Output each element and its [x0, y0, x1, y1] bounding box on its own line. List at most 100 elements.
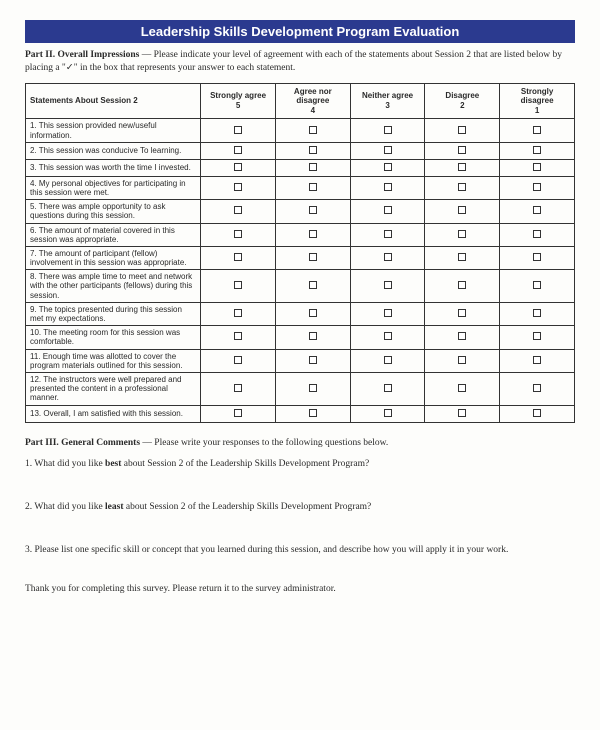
checkbox-cell[interactable] — [275, 142, 350, 159]
checkbox-icon[interactable] — [458, 206, 466, 214]
checkbox-icon[interactable] — [234, 163, 242, 171]
checkbox-cell[interactable] — [350, 349, 425, 372]
checkbox-icon[interactable] — [533, 230, 541, 238]
checkbox-cell[interactable] — [425, 119, 500, 142]
checkbox-cell[interactable] — [350, 200, 425, 223]
checkbox-cell[interactable] — [350, 302, 425, 325]
checkbox-icon[interactable] — [458, 384, 466, 392]
checkbox-cell[interactable] — [275, 246, 350, 269]
checkbox-cell[interactable] — [275, 326, 350, 349]
checkbox-cell[interactable] — [425, 270, 500, 303]
checkbox-icon[interactable] — [309, 409, 317, 417]
checkbox-cell[interactable] — [201, 372, 276, 405]
checkbox-icon[interactable] — [533, 409, 541, 417]
checkbox-icon[interactable] — [309, 309, 317, 317]
checkbox-icon[interactable] — [309, 384, 317, 392]
checkbox-cell[interactable] — [500, 270, 575, 303]
checkbox-cell[interactable] — [275, 349, 350, 372]
checkbox-cell[interactable] — [500, 405, 575, 422]
checkbox-cell[interactable] — [500, 176, 575, 199]
checkbox-cell[interactable] — [425, 159, 500, 176]
checkbox-icon[interactable] — [458, 163, 466, 171]
checkbox-icon[interactable] — [533, 163, 541, 171]
checkbox-icon[interactable] — [309, 126, 317, 134]
checkbox-icon[interactable] — [533, 281, 541, 289]
checkbox-icon[interactable] — [309, 281, 317, 289]
checkbox-cell[interactable] — [425, 223, 500, 246]
checkbox-cell[interactable] — [275, 372, 350, 405]
checkbox-icon[interactable] — [458, 309, 466, 317]
checkbox-cell[interactable] — [500, 302, 575, 325]
checkbox-cell[interactable] — [500, 372, 575, 405]
checkbox-icon[interactable] — [309, 230, 317, 238]
checkbox-cell[interactable] — [275, 302, 350, 325]
checkbox-icon[interactable] — [533, 356, 541, 364]
checkbox-icon[interactable] — [458, 253, 466, 261]
checkbox-icon[interactable] — [458, 332, 466, 340]
checkbox-icon[interactable] — [234, 281, 242, 289]
checkbox-cell[interactable] — [425, 372, 500, 405]
checkbox-cell[interactable] — [500, 223, 575, 246]
checkbox-cell[interactable] — [201, 302, 276, 325]
checkbox-icon[interactable] — [384, 126, 392, 134]
checkbox-cell[interactable] — [350, 405, 425, 422]
checkbox-cell[interactable] — [350, 246, 425, 269]
checkbox-cell[interactable] — [500, 200, 575, 223]
checkbox-cell[interactable] — [201, 119, 276, 142]
checkbox-icon[interactable] — [234, 356, 242, 364]
checkbox-cell[interactable] — [425, 302, 500, 325]
checkbox-cell[interactable] — [425, 176, 500, 199]
checkbox-cell[interactable] — [350, 372, 425, 405]
checkbox-icon[interactable] — [234, 409, 242, 417]
checkbox-cell[interactable] — [350, 223, 425, 246]
checkbox-cell[interactable] — [425, 326, 500, 349]
checkbox-cell[interactable] — [500, 326, 575, 349]
checkbox-icon[interactable] — [458, 356, 466, 364]
checkbox-icon[interactable] — [234, 309, 242, 317]
checkbox-icon[interactable] — [234, 230, 242, 238]
checkbox-icon[interactable] — [533, 332, 541, 340]
checkbox-icon[interactable] — [533, 183, 541, 191]
checkbox-cell[interactable] — [350, 270, 425, 303]
checkbox-icon[interactable] — [458, 409, 466, 417]
checkbox-icon[interactable] — [458, 126, 466, 134]
checkbox-icon[interactable] — [309, 146, 317, 154]
checkbox-cell[interactable] — [275, 200, 350, 223]
checkbox-icon[interactable] — [533, 309, 541, 317]
checkbox-icon[interactable] — [234, 332, 242, 340]
checkbox-cell[interactable] — [275, 223, 350, 246]
checkbox-icon[interactable] — [458, 146, 466, 154]
checkbox-icon[interactable] — [533, 253, 541, 261]
checkbox-cell[interactable] — [350, 142, 425, 159]
checkbox-cell[interactable] — [500, 159, 575, 176]
checkbox-cell[interactable] — [425, 142, 500, 159]
checkbox-cell[interactable] — [201, 326, 276, 349]
checkbox-icon[interactable] — [384, 281, 392, 289]
checkbox-cell[interactable] — [201, 200, 276, 223]
checkbox-icon[interactable] — [309, 253, 317, 261]
checkbox-icon[interactable] — [384, 384, 392, 392]
checkbox-icon[interactable] — [234, 253, 242, 261]
checkbox-icon[interactable] — [384, 356, 392, 364]
checkbox-icon[interactable] — [384, 230, 392, 238]
checkbox-icon[interactable] — [533, 384, 541, 392]
checkbox-icon[interactable] — [309, 163, 317, 171]
checkbox-cell[interactable] — [275, 119, 350, 142]
checkbox-icon[interactable] — [234, 384, 242, 392]
checkbox-cell[interactable] — [350, 176, 425, 199]
checkbox-cell[interactable] — [201, 349, 276, 372]
checkbox-icon[interactable] — [234, 126, 242, 134]
checkbox-cell[interactable] — [425, 200, 500, 223]
checkbox-cell[interactable] — [350, 159, 425, 176]
checkbox-icon[interactable] — [384, 253, 392, 261]
checkbox-cell[interactable] — [500, 119, 575, 142]
checkbox-cell[interactable] — [275, 159, 350, 176]
checkbox-cell[interactable] — [500, 142, 575, 159]
checkbox-icon[interactable] — [309, 206, 317, 214]
checkbox-cell[interactable] — [201, 159, 276, 176]
checkbox-cell[interactable] — [500, 246, 575, 269]
checkbox-icon[interactable] — [384, 206, 392, 214]
checkbox-icon[interactable] — [384, 163, 392, 171]
checkbox-icon[interactable] — [234, 146, 242, 154]
checkbox-cell[interactable] — [275, 176, 350, 199]
